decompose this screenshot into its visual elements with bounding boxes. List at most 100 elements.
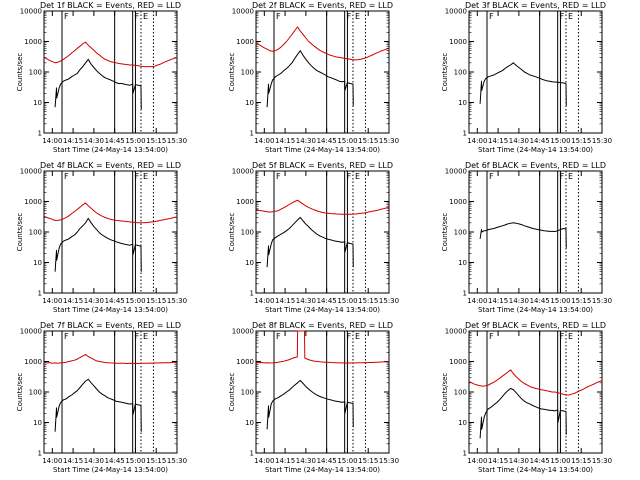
x-tick-label: 15:00: [125, 457, 145, 465]
marker-annotation: E: [143, 332, 148, 341]
x-axis-label: Start Time (24-May-14 13:54:00): [478, 466, 593, 474]
plot-frame: [255, 170, 390, 294]
chart-panel-4: Det 4f BLACK = Events, RED = LLD 1 10 100 10…: [16, 161, 187, 314]
x-tick-label: 14:30: [84, 137, 104, 145]
x-tick-label: 14:15: [63, 137, 83, 145]
x-tick-label: 14:15: [488, 137, 508, 145]
y-axis-label: Counts/sec: [16, 373, 24, 412]
y-tick-label: 100: [241, 229, 254, 237]
y-tick-label: 1: [250, 450, 254, 458]
x-tick-label: 15:15: [358, 297, 378, 305]
chart-title: Det 8f BLACK = Events, RED = LLD: [252, 321, 393, 330]
x-tick-label: 14:00: [467, 457, 487, 465]
chart-title: Det 4f BLACK = Events, RED = LLD: [40, 161, 181, 170]
x-tick-label: 15:15: [146, 297, 166, 305]
marker-annotation: F: [276, 172, 281, 181]
x-tick-label: 14:15: [275, 297, 295, 305]
marker-annotation: F: [489, 12, 494, 21]
chart-panel-9: Det 9f BLACK = Events, RED = LLD 1 10 100 10…: [441, 321, 612, 474]
x-tick-label: 14:00: [254, 297, 274, 305]
y-axis-label: Counts/sec: [228, 373, 236, 412]
x-axis-label: Start Time (24-May-14 13:54:00): [265, 306, 380, 314]
x-tick-label: 14:45: [530, 297, 550, 305]
y-tick-label: 1: [38, 290, 42, 298]
x-tick-label: 14:30: [509, 457, 529, 465]
marker-annotation: F: [135, 12, 140, 21]
y-tick-label: 10000: [445, 168, 467, 176]
x-tick-label: 15:15: [146, 137, 166, 145]
y-tick-label: 10000: [20, 328, 42, 336]
x-tick-label: 14:00: [42, 457, 62, 465]
y-axis-label: Counts/sec: [441, 373, 449, 412]
y-tick-label: 1000: [449, 198, 467, 206]
marker-annotation: E: [568, 332, 573, 341]
marker-annotation: F: [64, 172, 69, 181]
marker-annotation: F: [347, 172, 352, 181]
y-tick-label: 100: [241, 69, 254, 77]
chart-title: Det 7f BLACK = Events, RED = LLD: [40, 321, 181, 330]
x-tick-label: 15:00: [125, 137, 145, 145]
y-tick-label: 100: [454, 389, 467, 397]
plot-frame: [468, 330, 603, 454]
x-tick-label: 15:00: [337, 457, 357, 465]
chart-panel-7: Det 7f BLACK = Events, RED = LLD 1 10 100 10…: [16, 321, 187, 474]
y-tick-label: 10: [458, 99, 467, 107]
marker-annotation: E: [355, 172, 360, 181]
marker-annotation: E: [143, 172, 148, 181]
y-tick-label: 100: [454, 229, 467, 237]
x-tick-label: 14:30: [84, 297, 104, 305]
x-tick-label: 14:00: [254, 457, 274, 465]
series-line-events: [479, 62, 567, 106]
y-tick-label: 1: [250, 130, 254, 138]
plot-frame: [468, 10, 603, 134]
x-tick-label: 15:30: [167, 137, 187, 145]
marker-annotation: F: [64, 332, 69, 341]
y-tick-label: 10000: [20, 8, 42, 16]
x-tick-label: 15:30: [592, 297, 612, 305]
x-tick-label: 14:30: [84, 457, 104, 465]
chart-title: Det 3f BLACK = Events, RED = LLD: [465, 1, 606, 10]
marker-annotation: E: [355, 332, 360, 341]
series-line-lld: [255, 26, 390, 61]
y-axis-label: Counts/sec: [228, 213, 236, 252]
marker-annotation: F: [347, 12, 352, 21]
marker-annotation: F: [347, 332, 352, 341]
y-axis-label: Counts/sec: [16, 53, 24, 92]
y-tick-label: 10000: [20, 168, 42, 176]
marker-annotation: F: [276, 332, 281, 341]
x-tick-label: 14:30: [296, 297, 316, 305]
chart-panel-1: Det 1f BLACK = Events, RED = LLD 1 10 100 10…: [16, 1, 187, 154]
y-tick-label: 10000: [445, 328, 467, 336]
series-line-lld: [43, 41, 178, 68]
x-tick-label: 15:30: [379, 297, 399, 305]
chart-panel-5: Det 5f BLACK = Events, RED = LLD 1 10 100 10…: [228, 161, 399, 314]
plot-frame: [255, 330, 390, 454]
chart-title: Det 5f BLACK = Events, RED = LLD: [252, 161, 393, 170]
x-tick-label: 15:00: [550, 457, 570, 465]
y-tick-label: 100: [241, 389, 254, 397]
y-axis-label: Counts/sec: [16, 213, 24, 252]
y-tick-label: 10: [33, 419, 42, 427]
y-tick-label: 1: [463, 130, 467, 138]
x-tick-label: 15:30: [379, 457, 399, 465]
marker-annotation: E: [568, 172, 573, 181]
y-tick-label: 1000: [236, 198, 254, 206]
x-tick-label: 14:15: [488, 457, 508, 465]
y-tick-label: 10: [245, 419, 254, 427]
plot-frame: [468, 170, 603, 294]
x-tick-label: 14:30: [296, 457, 316, 465]
x-tick-label: 15:15: [358, 137, 378, 145]
x-tick-label: 14:00: [467, 137, 487, 145]
series-line-events: [54, 378, 142, 432]
y-tick-label: 1: [250, 290, 254, 298]
marker-annotation: E: [355, 12, 360, 21]
y-tick-label: 1: [463, 290, 467, 298]
marker-annotation: F: [276, 12, 281, 21]
series-line-events: [54, 58, 142, 110]
y-axis-label: Counts/sec: [441, 53, 449, 92]
x-tick-label: 15:30: [379, 137, 399, 145]
marker-annotation: F: [135, 172, 140, 181]
x-tick-label: 15:15: [571, 297, 591, 305]
plot-frame: [43, 170, 178, 294]
